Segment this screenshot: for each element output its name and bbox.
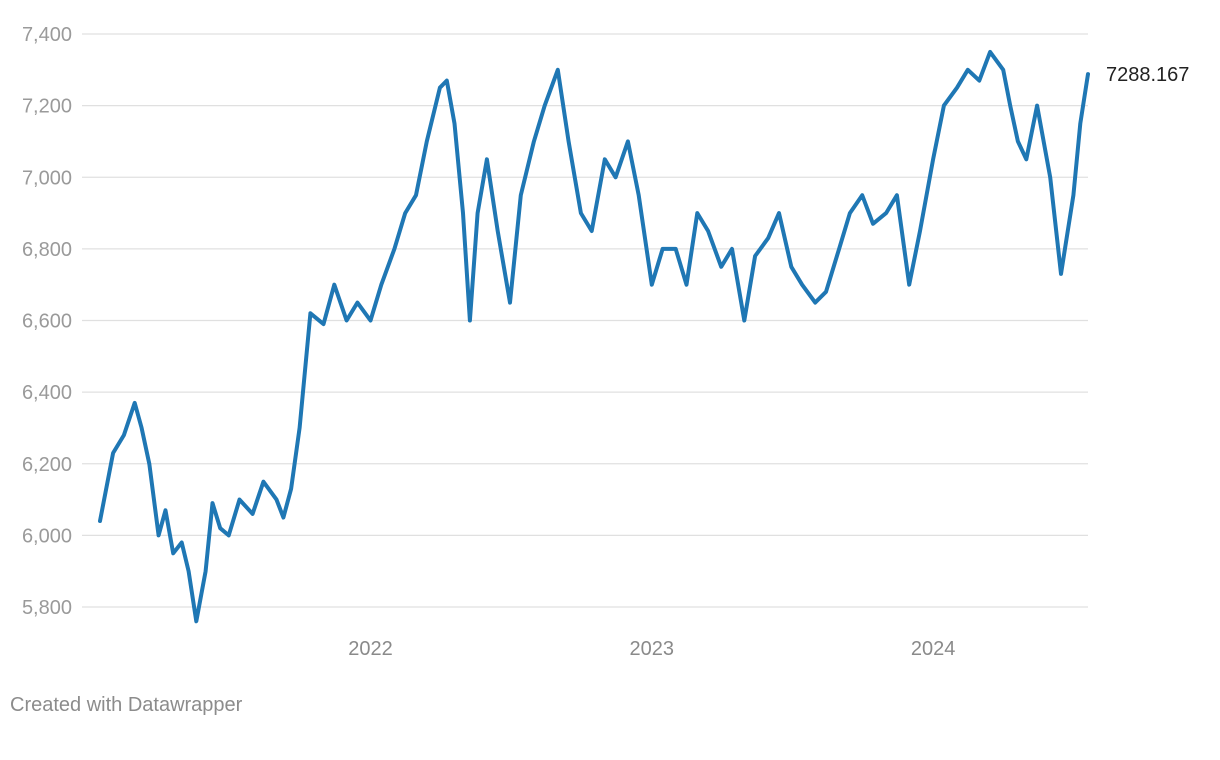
x-axis-tick-labels: 2022 2023 2024 (348, 638, 955, 660)
series-line (98, 49, 1090, 624)
x-tick-label: 2023 (630, 638, 675, 660)
gridlines (82, 33, 1088, 608)
x-tick-label: 2022 (348, 638, 393, 660)
end-value-label: 7288.167 (1106, 64, 1189, 86)
y-tick-label: 5,800 (22, 597, 72, 619)
y-tick-label: 7,200 (22, 96, 72, 118)
y-axis-tick-labels: 5,800 6,000 6,200 6,400 6,600 6,800 7,000 7,200… (22, 24, 72, 619)
y-tick-label: 6,400 (22, 382, 72, 404)
credit-text: Created with Datawrapper (10, 694, 243, 716)
y-tick-label: 6,000 (22, 525, 72, 547)
y-tick-label: 6,200 (22, 454, 72, 476)
y-tick-label: 7,400 (22, 24, 72, 46)
y-tick-label: 6,600 (22, 311, 72, 333)
y-tick-label: 7,000 (22, 167, 72, 189)
y-tick-label: 6,800 (22, 239, 72, 261)
x-tick-label: 2024 (911, 638, 956, 660)
